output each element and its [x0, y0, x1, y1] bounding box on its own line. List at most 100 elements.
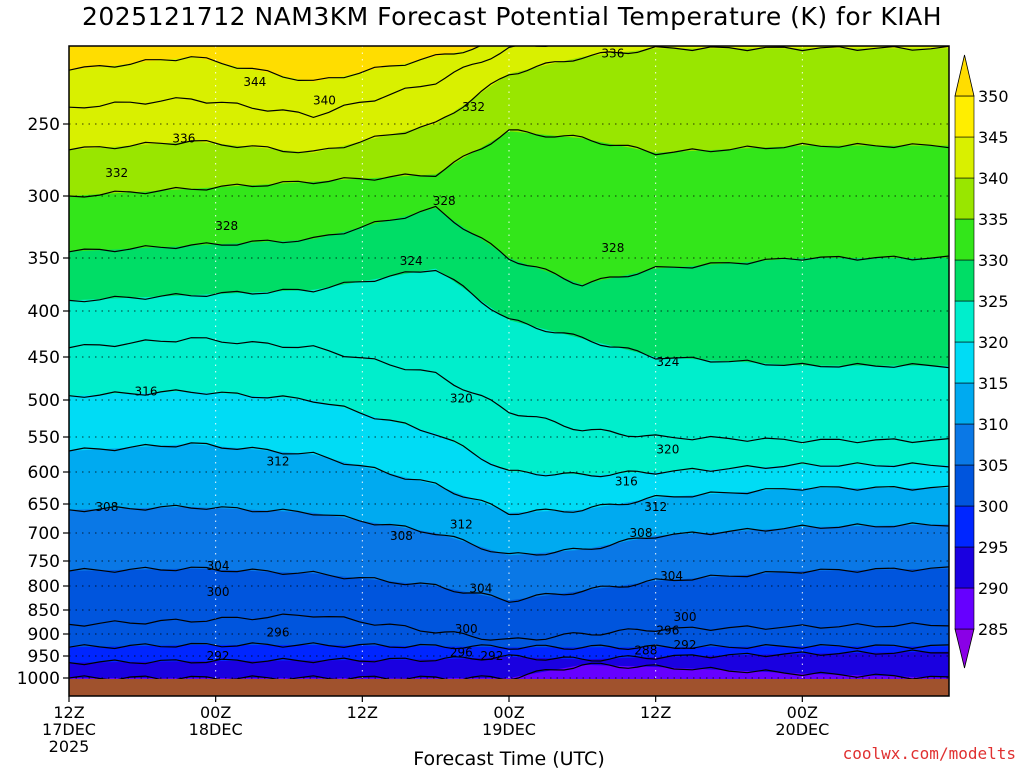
contour-label-300: 300: [455, 622, 478, 636]
colorbar-segment-315: [954, 341, 975, 384]
contour-labels: 344 340 336 336 332 332 328 328 328 324 324 320 320 3…: [95, 46, 696, 663]
colorbar-segment-320: [954, 300, 975, 343]
contour-label-292: 292: [674, 638, 697, 652]
colorbar-segment-305: [954, 423, 975, 466]
colorbar-label-315: 315: [978, 374, 1009, 393]
y-tick-label-850: 850: [28, 601, 60, 621]
contour-label-296: 296: [450, 645, 473, 659]
contour-label-324: 324: [656, 355, 679, 369]
colorbar: 285 290 295 300 305 310 315 320 325 330 335 340 345 3…: [954, 54, 1009, 669]
y-tick-label-1000: 1000: [17, 669, 60, 689]
contour-line-340: [69, 46, 552, 119]
y-tick-label-400: 400: [28, 302, 60, 322]
contour-label-288: 288: [634, 644, 657, 658]
x-tick-label-5-1: 20DEC: [775, 720, 829, 739]
chart-title: 2025121712 NAM3KM Forecast Potential Tem…: [81, 2, 943, 31]
colorbar-label-285: 285: [978, 620, 1009, 639]
contour-label-304: 304: [660, 569, 683, 583]
contour-label-344: 344: [243, 75, 266, 89]
contour-line-328: [69, 205, 949, 287]
ground-strip: [69, 679, 949, 696]
x-axis-label: Forecast Time (UTC): [413, 748, 604, 768]
contour-label-332: 332: [462, 100, 485, 114]
colorbar-label-340: 340: [978, 169, 1009, 188]
colorbar-high-triangle: [954, 54, 975, 97]
y-tick-label-600: 600: [28, 463, 60, 483]
colorbar-label-300: 300: [978, 497, 1009, 516]
contour-line-292: [69, 649, 949, 666]
y-tick-label-550: 550: [28, 428, 60, 448]
colorbar-label-325: 325: [978, 292, 1009, 311]
contour-label-292: 292: [207, 649, 230, 663]
contour-line-324: [69, 269, 949, 369]
colorbar-label-290: 290: [978, 579, 1009, 598]
colorbar-label-305: 305: [978, 456, 1009, 475]
contour-label-304: 304: [469, 581, 492, 595]
colorbar-segment-290: [954, 546, 975, 589]
contour-label-328: 328: [215, 219, 238, 233]
colorbar-low-triangle: [954, 628, 975, 669]
contour-label-336: 336: [601, 46, 624, 60]
colorbar-segment-335: [954, 177, 975, 220]
colorbar-label-310: 310: [978, 415, 1009, 434]
contour-label-308: 308: [95, 500, 118, 514]
contour-line-336: [69, 46, 949, 154]
colorbar-segment-340: [954, 136, 975, 179]
contour-label-336: 336: [172, 131, 195, 145]
contour-line-296: [69, 642, 949, 651]
contour-line-300: [69, 613, 949, 641]
contour-label-312: 312: [267, 455, 290, 469]
grid-lines: [69, 46, 949, 696]
contour-label-300: 300: [674, 610, 697, 624]
colorbar-segment-310: [954, 382, 975, 425]
x-tick-label-4-0: 12Z: [640, 703, 671, 722]
y-tick-label-750: 750: [28, 552, 60, 572]
contour-label-328: 328: [601, 241, 624, 255]
contour-label-292: 292: [480, 649, 503, 663]
colorbar-label-320: 320: [978, 333, 1009, 352]
contour-line-344: [69, 46, 482, 82]
y-tick-label-800: 800: [28, 577, 60, 597]
contour-label-308: 308: [390, 529, 413, 543]
contour-label-312: 312: [450, 517, 473, 531]
contour-line-304: [69, 566, 949, 603]
credit-text: coolwx.com/modelts: [842, 744, 1016, 763]
y-tick-label-650: 650: [28, 495, 60, 515]
contour-line-316: [69, 389, 949, 478]
contour-label-324: 324: [400, 254, 423, 268]
contour-label-316: 316: [615, 475, 638, 489]
contour-label-304: 304: [207, 559, 230, 573]
y-tick-label-450: 450: [28, 348, 60, 368]
x-tick-label-1-1: 18DEC: [189, 720, 243, 739]
x-tick-label-2-0: 12Z: [347, 703, 378, 722]
x-tick-label-0-1: 17DEC: [42, 720, 96, 739]
contour-label-340: 340: [313, 93, 336, 107]
colorbar-segment-295: [954, 505, 975, 548]
y-tick-label-700: 700: [28, 524, 60, 544]
y-tick-label-500: 500: [28, 391, 60, 411]
colorbar-segment-330: [954, 218, 975, 261]
contour-label-320: 320: [450, 391, 473, 405]
x-tick-label-5-0: 00Z: [787, 703, 818, 722]
contour-label-300: 300: [207, 585, 230, 599]
plot-area: [69, 46, 949, 696]
colorbar-label-330: 330: [978, 251, 1009, 270]
colorbar-segment-325: [954, 259, 975, 302]
contour-line-320: [69, 337, 949, 444]
colorbar-label-350: 350: [978, 87, 1009, 106]
y-tick-label-900: 900: [28, 625, 60, 645]
contour-label-320: 320: [656, 443, 679, 457]
y-tick-label-250: 250: [28, 115, 60, 135]
contour-label-296: 296: [656, 624, 679, 638]
x-tick-label-0-0: 12Z: [53, 703, 84, 722]
contour-lines: [69, 46, 949, 681]
contour-label-308: 308: [630, 526, 653, 540]
colorbar-segment-345: [954, 95, 975, 138]
contour-line-308: [69, 504, 949, 556]
x-tick-label-3-0: 00Z: [493, 703, 524, 722]
y-tick-label-300: 300: [28, 187, 60, 207]
contour-label-332: 332: [105, 166, 128, 180]
x-tick-label-1-0: 00Z: [200, 703, 231, 722]
